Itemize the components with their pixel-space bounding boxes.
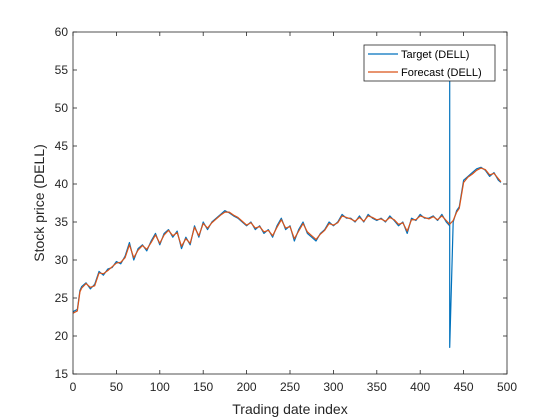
plot-area	[73, 32, 507, 374]
series-line-forecast	[72, 167, 502, 314]
x-tick-label: 250	[280, 380, 300, 394]
y-axis-label: Stock price (DELL)	[31, 144, 47, 261]
legend-box	[363, 44, 496, 82]
y-tick-label: 30	[55, 253, 69, 267]
x-axis-label: Trading date index	[232, 401, 347, 417]
y-tick-label: 60	[55, 25, 69, 39]
x-tick-label: 150	[193, 380, 213, 394]
x-tick-label: 350	[367, 380, 387, 394]
x-tick-label: 400	[410, 380, 430, 394]
x-tick-label: 300	[323, 380, 343, 394]
y-tick-label: 35	[55, 215, 69, 229]
x-tick-label: 450	[454, 380, 474, 394]
y-tick-label: 15	[55, 367, 69, 381]
x-tick-label: 0	[70, 380, 77, 394]
legend-label-target: Target (DELL)	[401, 49, 469, 61]
x-tick-label: 50	[110, 380, 124, 394]
y-tick-label: 25	[55, 291, 69, 305]
series-layer	[72, 80, 502, 348]
legend-label-forecast: Forecast (DELL)	[401, 67, 482, 79]
x-tick-label: 200	[237, 380, 257, 394]
y-tick-label: 50	[55, 101, 69, 115]
x-tick-label: 100	[150, 380, 170, 394]
y-tick-label: 45	[55, 139, 69, 153]
ticks-layer: 0 50 100 150 200 250 300 350 400 450 500 15 20 25 30 35…	[55, 25, 518, 394]
x-tick-label: 500	[497, 380, 517, 394]
y-tick-label: 20	[55, 329, 69, 343]
legend: Target (DELL) Forecast (DELL)	[363, 44, 496, 82]
y-tick-label: 55	[55, 63, 69, 77]
y-tick-label: 40	[55, 177, 69, 191]
